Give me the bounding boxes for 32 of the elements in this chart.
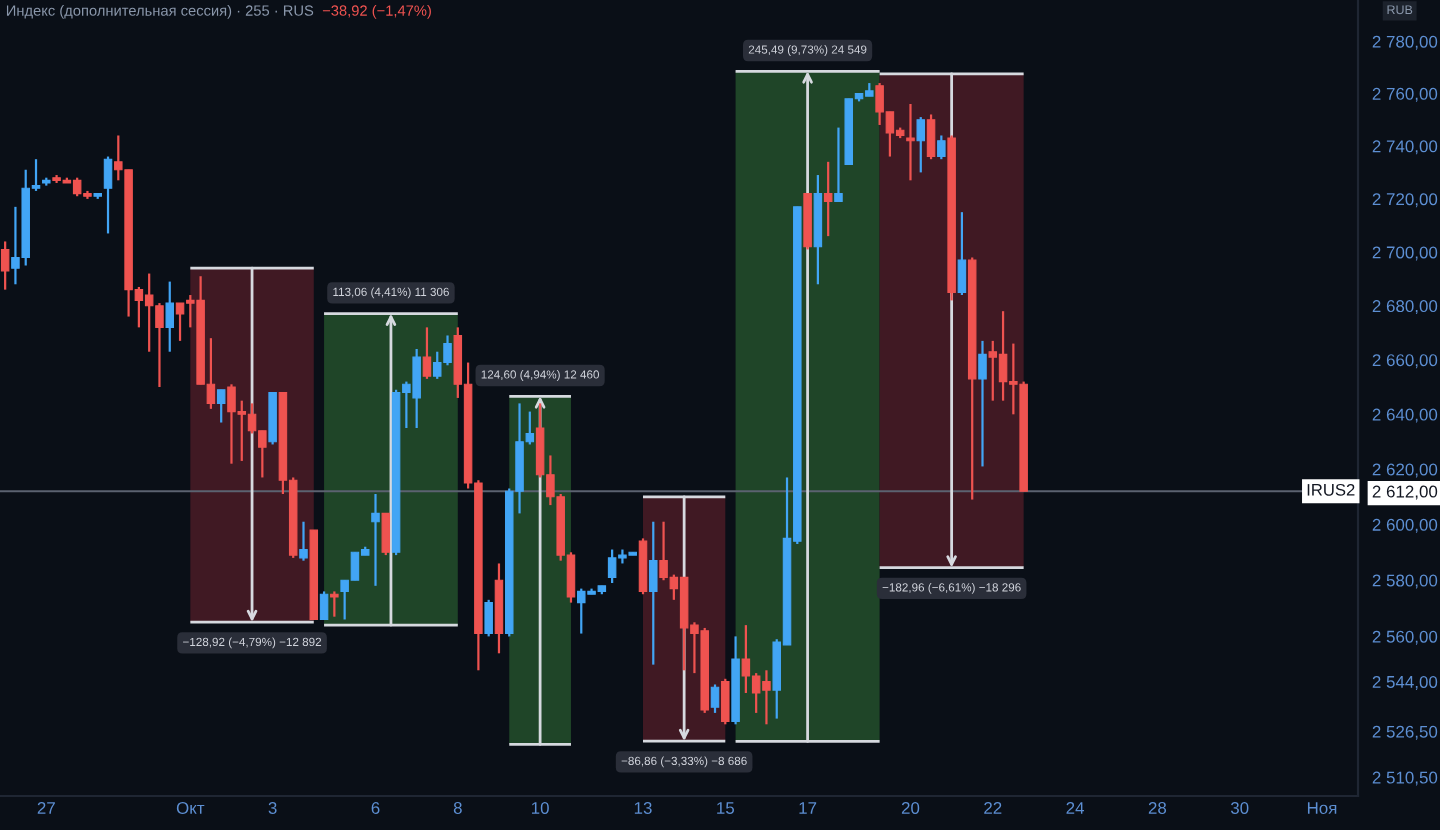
x-tick-label: Окт xyxy=(176,802,205,814)
y-tick-label: 2 720,00 xyxy=(1372,193,1438,208)
y-tick-label: 2 544,00 xyxy=(1372,675,1438,690)
y-tick-label: 2 760,00 xyxy=(1372,87,1438,102)
x-tick-label: 6 xyxy=(371,802,380,814)
x-tick-label: 27 xyxy=(37,802,55,814)
x-tick-label: Ноя xyxy=(1307,802,1337,814)
x-tick-label: 8 xyxy=(453,802,462,814)
x-tick-label: 24 xyxy=(1066,802,1085,814)
x-tick-label: 17 xyxy=(799,802,817,814)
y-tick-label: 2 680,00 xyxy=(1372,300,1438,315)
y-tick-label: 2 510,50 xyxy=(1372,771,1438,786)
x-tick-label: 15 xyxy=(717,802,735,814)
y-tick-label: 2 640,00 xyxy=(1372,408,1438,423)
x-tick-label: 10 xyxy=(531,802,549,814)
y-tick-label: 2 612,00 xyxy=(1372,485,1438,500)
x-tick-label: 20 xyxy=(901,802,920,814)
x-tick-label: 30 xyxy=(1230,802,1249,814)
ref-line-label: IRUS2 xyxy=(1307,483,1355,496)
y-tick-label: 2 700,00 xyxy=(1372,246,1438,261)
y-tick-label: 2 560,00 xyxy=(1372,630,1438,645)
x-tick-label: 3 xyxy=(268,802,277,814)
y-tick-label: 2 580,00 xyxy=(1372,574,1438,589)
y-tick-label: 2 526,50 xyxy=(1372,725,1438,740)
y-tick-label: 2 600,00 xyxy=(1372,518,1438,533)
y-tick-label: 2 780,00 xyxy=(1372,35,1438,50)
y-tick-label: 2 660,00 xyxy=(1372,354,1438,369)
y-tick-label: 2 740,00 xyxy=(1372,140,1438,155)
x-tick-label: 22 xyxy=(984,802,1002,814)
x-tick-label: 28 xyxy=(1148,802,1167,814)
x-tick-label: 13 xyxy=(634,802,652,814)
y-tick-label: 2 620,00 xyxy=(1372,463,1438,478)
